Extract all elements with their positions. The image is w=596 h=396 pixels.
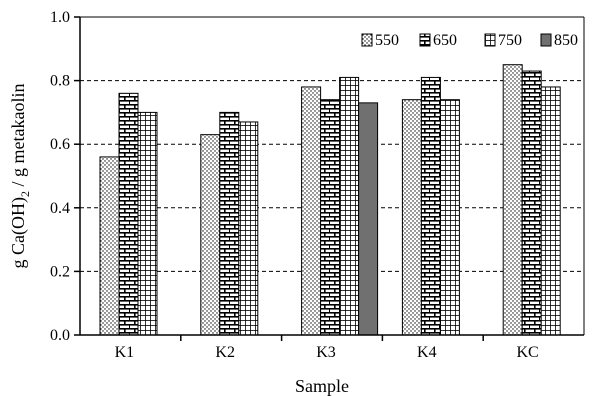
y-tick-label: 0.2 xyxy=(50,263,70,280)
x-axis-title: Sample xyxy=(295,376,349,396)
bar-k2-750 xyxy=(238,121,259,336)
bar-k4-550 xyxy=(401,99,422,336)
y-tick-label: 0.0 xyxy=(50,327,70,344)
x-tick-label-kc: KC xyxy=(516,344,538,361)
legend-swatch-850 xyxy=(540,33,552,47)
bar-k1-550 xyxy=(99,156,120,336)
bar-k1-750 xyxy=(137,111,158,336)
bar-k2-650 xyxy=(219,111,240,336)
bar-kc-650 xyxy=(521,70,542,336)
x-tick-label-k4: K4 xyxy=(417,344,437,361)
y-axis-title-subscript: 2 xyxy=(18,191,32,197)
legend-label-650: 650 xyxy=(433,32,457,49)
legend-label-750: 750 xyxy=(498,32,522,49)
x-tick-label-k2: K2 xyxy=(215,344,235,361)
y-tick-label: 0.8 xyxy=(50,73,70,90)
y-tick-label: 0.6 xyxy=(50,136,70,153)
y-axis-title-main: g Ca(OH) xyxy=(8,197,29,268)
y-axis-title-rest: / g metakaolin xyxy=(8,84,28,191)
bar-k1-650 xyxy=(118,92,139,336)
y-tick-label: 0.4 xyxy=(50,200,70,217)
bar-k4-650 xyxy=(420,76,441,336)
legend-swatch-750 xyxy=(484,33,496,47)
bar-k4-750 xyxy=(439,99,460,336)
bar-kc-550 xyxy=(502,64,523,336)
legend: 550 650 750 850 xyxy=(361,32,578,49)
bar-k3-850 xyxy=(358,102,379,336)
bar-kc-750 xyxy=(540,86,561,336)
legend-swatch-650 xyxy=(419,33,431,47)
legend-label-550: 550 xyxy=(375,32,399,49)
legend-label-850: 850 xyxy=(554,32,578,49)
bars xyxy=(99,64,561,336)
bar-k3-750 xyxy=(339,76,360,336)
y-axis-title: g Ca(OH)2 / g metakaolin xyxy=(8,84,32,269)
bar-k2-550 xyxy=(200,134,221,336)
bar-k3-650 xyxy=(320,99,341,336)
legend-swatch-550 xyxy=(361,33,373,47)
x-tick-label-k1: K1 xyxy=(115,344,135,361)
axes xyxy=(74,16,585,341)
tick-labels: 0.0 0.2 0.4 0.6 0.8 1.0 K1 K2 K3 K4 KC xyxy=(50,9,539,361)
bar-k3-550 xyxy=(301,86,322,336)
x-tick-label-k3: K3 xyxy=(316,344,336,361)
y-tick-label: 1.0 xyxy=(50,9,70,26)
